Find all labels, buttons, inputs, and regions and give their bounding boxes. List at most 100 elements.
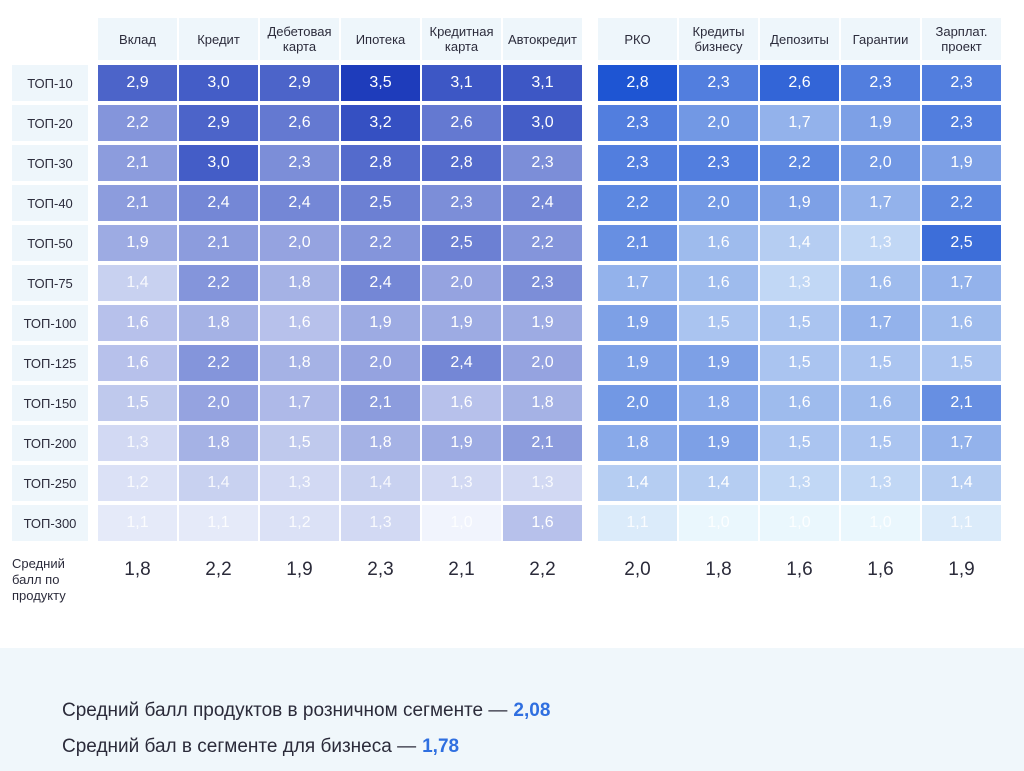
row-label: ТОП-150 <box>12 385 88 421</box>
business-heatmap-cell: 1,3 <box>760 465 839 501</box>
business-heatmap-cell: 1,6 <box>679 265 758 301</box>
business-heatmap-cell: 1,1 <box>598 505 677 541</box>
retail-heatmap-cell: 2,4 <box>422 345 501 381</box>
retail-heatmap-cell: 2,6 <box>260 105 339 141</box>
retail-heatmap-cell: 1,4 <box>98 265 177 301</box>
business-heatmap-cell: 2,3 <box>598 145 677 181</box>
retail-summary-text: Средний балл продуктов в розничном сегме… <box>62 700 508 721</box>
business-average-value: 1,6 <box>867 559 894 580</box>
business-heatmap-cell: 1,4 <box>922 465 1001 501</box>
retail-column-label: Кредит <box>179 18 258 60</box>
business-heatmap-cell: 1,7 <box>760 105 839 141</box>
retail-heatmap-cell: 1,8 <box>260 345 339 381</box>
business-average-value: 1,9 <box>948 559 975 580</box>
business-heatmap-cell: 1,6 <box>922 305 1001 341</box>
retail-heatmap-cell: 2,2 <box>341 225 420 261</box>
retail-heatmap-cell: 3,5 <box>341 65 420 101</box>
retail-heatmap-cell: 1,9 <box>422 425 501 461</box>
retail-average-value: 2,3 <box>367 559 394 580</box>
business-heatmap-cell: 2,3 <box>679 65 758 101</box>
business-heatmap-cell: 2,6 <box>760 65 839 101</box>
retail-heatmap-cell: 1,9 <box>98 225 177 261</box>
row-label: ТОП-50 <box>12 225 88 261</box>
business-heatmap-cell: 2,2 <box>760 145 839 181</box>
retail-heatmap-cell: 1,2 <box>260 505 339 541</box>
retail-heatmap-cell: 2,3 <box>260 145 339 181</box>
business-heatmap-cell: 1,6 <box>841 265 920 301</box>
business-heatmap-cell: 1,5 <box>841 345 920 381</box>
retail-heatmap-cell: 2,9 <box>260 65 339 101</box>
business-heatmap-cell: 2,3 <box>679 145 758 181</box>
business-heatmap-cell: 1,8 <box>598 425 677 461</box>
business-heatmap-cell: 1,7 <box>922 265 1001 301</box>
business-heatmap-cell: 2,8 <box>598 65 677 101</box>
retail-heatmap-cell: 2,0 <box>341 345 420 381</box>
business-heatmap-cell: 2,2 <box>598 185 677 221</box>
business-heatmap-cell: 1,0 <box>679 505 758 541</box>
business-heatmap-cell: 1,3 <box>760 265 839 301</box>
business-heatmap-cell: 2,3 <box>841 65 920 101</box>
retail-heatmap-cell: 1,0 <box>422 505 501 541</box>
business-summary-value: 1,78 <box>422 736 460 757</box>
retail-average-value: 2,2 <box>529 559 556 580</box>
retail-column-label: Кредитная карта <box>422 18 501 60</box>
business-heatmap-cell: 1,5 <box>760 305 839 341</box>
retail-heatmap-cell: 2,2 <box>98 105 177 141</box>
business-heatmap-cell: 1,4 <box>679 465 758 501</box>
retail-heatmap-cell: 1,1 <box>179 505 258 541</box>
retail-average-value: 2,2 <box>205 559 232 580</box>
business-heatmap-cell: 1,7 <box>598 265 677 301</box>
retail-summary-value: 2,08 <box>513 700 551 721</box>
retail-column-label: Ипотека <box>341 18 420 60</box>
retail-heatmap-cell: 1,8 <box>260 265 339 301</box>
row-label: ТОП-100 <box>12 305 88 341</box>
business-heatmap-cell: 1,6 <box>760 385 839 421</box>
retail-heatmap-cell: 1,5 <box>98 385 177 421</box>
retail-heatmap-cell: 2,8 <box>422 145 501 181</box>
business-heatmap-cell: 1,0 <box>841 505 920 541</box>
retail-heatmap-cell: 3,0 <box>179 65 258 101</box>
business-heatmap-cell: 1,1 <box>922 505 1001 541</box>
retail-heatmap-cell: 1,6 <box>260 305 339 341</box>
business-average-value: 1,8 <box>705 559 732 580</box>
business-column-label: Зарплат. проект <box>922 18 1001 60</box>
retail-heatmap-cell: 1,9 <box>503 305 582 341</box>
retail-heatmap-cell: 2,4 <box>341 265 420 301</box>
retail-heatmap-cell: 2,6 <box>422 105 501 141</box>
retail-heatmap-cell: 1,6 <box>98 345 177 381</box>
retail-average-value: 1,9 <box>286 559 313 580</box>
retail-heatmap-cell: 2,1 <box>341 385 420 421</box>
business-heatmap-cell: 1,5 <box>922 345 1001 381</box>
business-heatmap-cell: 1,9 <box>679 345 758 381</box>
business-heatmap-cell: 1,9 <box>922 145 1001 181</box>
retail-heatmap-cell: 1,2 <box>98 465 177 501</box>
business-heatmap-cell: 2,0 <box>841 145 920 181</box>
retail-heatmap-cell: 1,3 <box>341 505 420 541</box>
row-label: ТОП-250 <box>12 465 88 501</box>
business-heatmap-cell: 2,1 <box>922 385 1001 421</box>
retail-summary: Средний балл продуктов в розничном сегме… <box>62 700 550 722</box>
business-heatmap-cell: 1,5 <box>841 425 920 461</box>
retail-heatmap-cell: 2,2 <box>503 225 582 261</box>
retail-heatmap-cell: 3,1 <box>503 65 582 101</box>
business-heatmap-cell: 1,4 <box>598 465 677 501</box>
business-heatmap-cell: 1,6 <box>679 225 758 261</box>
retail-heatmap-cell: 1,9 <box>422 305 501 341</box>
retail-heatmap-cell: 2,0 <box>179 385 258 421</box>
business-heatmap-cell: 1,0 <box>760 505 839 541</box>
business-summary: Средний бал в сегменте для бизнеса —1,78 <box>62 736 459 758</box>
retail-heatmap-cell: 1,6 <box>422 385 501 421</box>
retail-heatmap-cell: 2,4 <box>179 185 258 221</box>
retail-heatmap-cell: 2,4 <box>503 185 582 221</box>
business-heatmap-cell: 1,7 <box>841 185 920 221</box>
business-heatmap-cell: 2,0 <box>598 385 677 421</box>
retail-heatmap-cell: 2,4 <box>260 185 339 221</box>
business-heatmap-cell: 1,5 <box>679 305 758 341</box>
business-heatmap-cell: 1,9 <box>760 185 839 221</box>
summary-footer: Средний балл продуктов в розничном сегме… <box>0 648 1024 771</box>
retail-heatmap-cell: 2,5 <box>422 225 501 261</box>
retail-heatmap-cell: 1,8 <box>179 305 258 341</box>
business-column-label: РКО <box>598 18 677 60</box>
retail-heatmap-cell: 2,8 <box>341 145 420 181</box>
retail-heatmap-cell: 2,3 <box>503 145 582 181</box>
